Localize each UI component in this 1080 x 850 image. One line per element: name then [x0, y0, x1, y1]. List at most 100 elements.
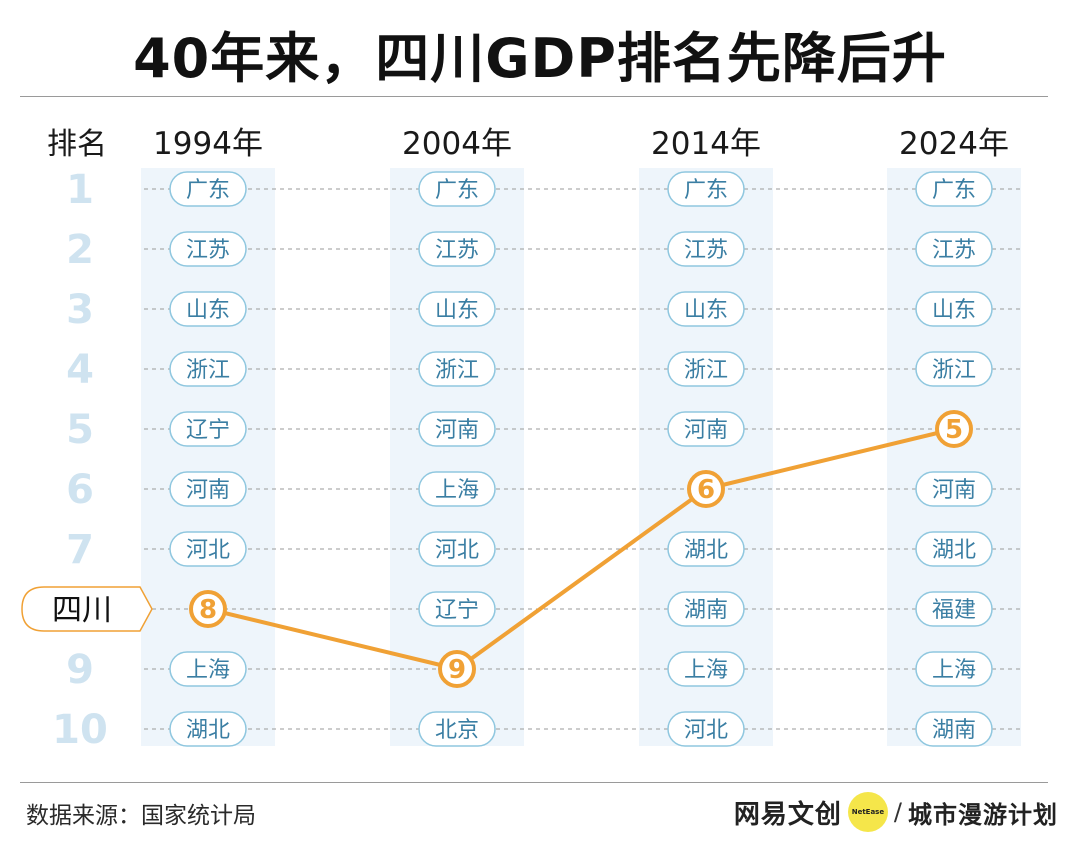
province-label: 湖南 — [684, 598, 728, 623]
highlight-point-1 — [438, 650, 476, 688]
province-pill — [169, 471, 247, 507]
year-label-3: 2024年 — [899, 126, 1009, 162]
highlight-point-label-0: 8 — [199, 595, 217, 625]
province-label: 湖南 — [932, 718, 976, 743]
province-pill — [418, 351, 496, 387]
highlight-point-label-3: 5 — [945, 415, 963, 445]
province-label: 辽宁 — [186, 418, 230, 443]
highlight-point-label-1: 9 — [448, 655, 466, 685]
province-pill — [915, 711, 993, 747]
data-source: 数据来源：国家统计局 — [26, 803, 256, 829]
province-pill — [169, 531, 247, 567]
brand-plan: 城市漫游计划 — [908, 800, 1058, 829]
province-label: 山东 — [435, 298, 479, 323]
province-pill — [169, 291, 247, 327]
province-label: 上海 — [186, 658, 230, 683]
highlight-point-2 — [687, 470, 725, 508]
highlight-tag — [21, 586, 153, 632]
province-label: 广东 — [435, 178, 479, 203]
footer-divider — [20, 782, 1048, 783]
province-pill — [418, 291, 496, 327]
province-pill — [418, 591, 496, 627]
province-pill — [667, 591, 745, 627]
brand-badge: NetEase — [847, 792, 888, 832]
brand-logo: 网易文创 NetEase / 城市漫游计划 — [734, 792, 1058, 832]
province-label: 湖北 — [186, 718, 230, 743]
highlight-tag-label: 四川 — [52, 593, 112, 628]
province-pill — [418, 411, 496, 447]
province-pill — [915, 531, 993, 567]
province-pill — [667, 411, 745, 447]
province-pill — [915, 291, 993, 327]
province-label: 江苏 — [435, 238, 479, 263]
rank-number-4: 4 — [66, 347, 94, 393]
province-label: 河南 — [932, 478, 976, 503]
chart-title: 40年来，四川GDP排名先降后升 — [133, 27, 947, 90]
province-pill — [915, 171, 993, 207]
province-pill — [667, 171, 745, 207]
province-pill — [667, 531, 745, 567]
province-label: 江苏 — [932, 238, 976, 263]
province-pill — [169, 711, 247, 747]
province-label: 福建 — [932, 598, 976, 623]
province-pill — [915, 231, 993, 267]
brand-name: 网易文创 — [733, 799, 842, 830]
province-pill — [169, 351, 247, 387]
rank-number-7: 7 — [66, 527, 94, 573]
province-pill — [169, 231, 247, 267]
province-pill — [667, 231, 745, 267]
ranking-chart: 排名 1994年 2004年 2014年 2024年 1 2 3 4 5 6 7 9 10 广东江苏山东浙江… — [21, 126, 1021, 753]
highlight-point-3 — [935, 410, 973, 448]
province-label: 浙江 — [684, 358, 728, 383]
province-label: 山东 — [186, 298, 230, 323]
province-label: 山东 — [932, 298, 976, 323]
rank-number-2: 2 — [66, 227, 94, 273]
province-pill — [418, 471, 496, 507]
province-pill — [169, 411, 247, 447]
year-label-0: 1994年 — [153, 126, 263, 162]
title-divider — [20, 96, 1048, 97]
province-pill — [169, 651, 247, 687]
province-pill — [667, 291, 745, 327]
province-label: 上海 — [932, 658, 976, 683]
province-pill — [667, 651, 745, 687]
rank-header: 排名 — [47, 127, 107, 162]
province-pill — [667, 711, 745, 747]
province-label: 河南 — [435, 418, 479, 443]
province-label: 山东 — [684, 298, 728, 323]
highlight-series-line — [207, 427, 955, 671]
province-pill — [418, 531, 496, 567]
province-pill — [418, 711, 496, 747]
province-label: 浙江 — [435, 358, 479, 383]
province-pill — [169, 171, 247, 207]
province-label: 河南 — [186, 478, 230, 503]
province-label: 广东 — [932, 178, 976, 203]
province-pill — [915, 471, 993, 507]
province-label: 河北 — [684, 718, 728, 743]
province-label: 广东 — [684, 178, 728, 203]
year-label-2: 2014年 — [651, 126, 761, 162]
province-label: 北京 — [435, 718, 479, 743]
province-label: 江苏 — [684, 238, 728, 263]
province-label: 河南 — [684, 418, 728, 443]
province-label: 浙江 — [932, 358, 976, 383]
province-label: 河北 — [435, 538, 479, 563]
province-label: 江苏 — [186, 238, 230, 263]
highlight-point-0 — [189, 590, 227, 628]
rank-number-1: 1 — [66, 167, 94, 213]
province-pill — [915, 591, 993, 627]
province-pill — [418, 171, 496, 207]
highlight-point-label-2: 6 — [697, 475, 715, 505]
rank-number-10: 10 — [52, 707, 108, 753]
rank-number-6: 6 — [66, 467, 94, 513]
province-label: 上海 — [435, 478, 479, 503]
province-pill — [915, 651, 993, 687]
brand-slash: / — [893, 798, 902, 826]
province-label: 辽宁 — [435, 598, 479, 623]
province-label: 河北 — [186, 538, 230, 563]
province-label: 湖北 — [932, 538, 976, 563]
rank-number-5: 5 — [66, 407, 94, 453]
province-label: 湖北 — [684, 538, 728, 563]
province-pill — [418, 231, 496, 267]
rank-number-3: 3 — [66, 287, 94, 333]
